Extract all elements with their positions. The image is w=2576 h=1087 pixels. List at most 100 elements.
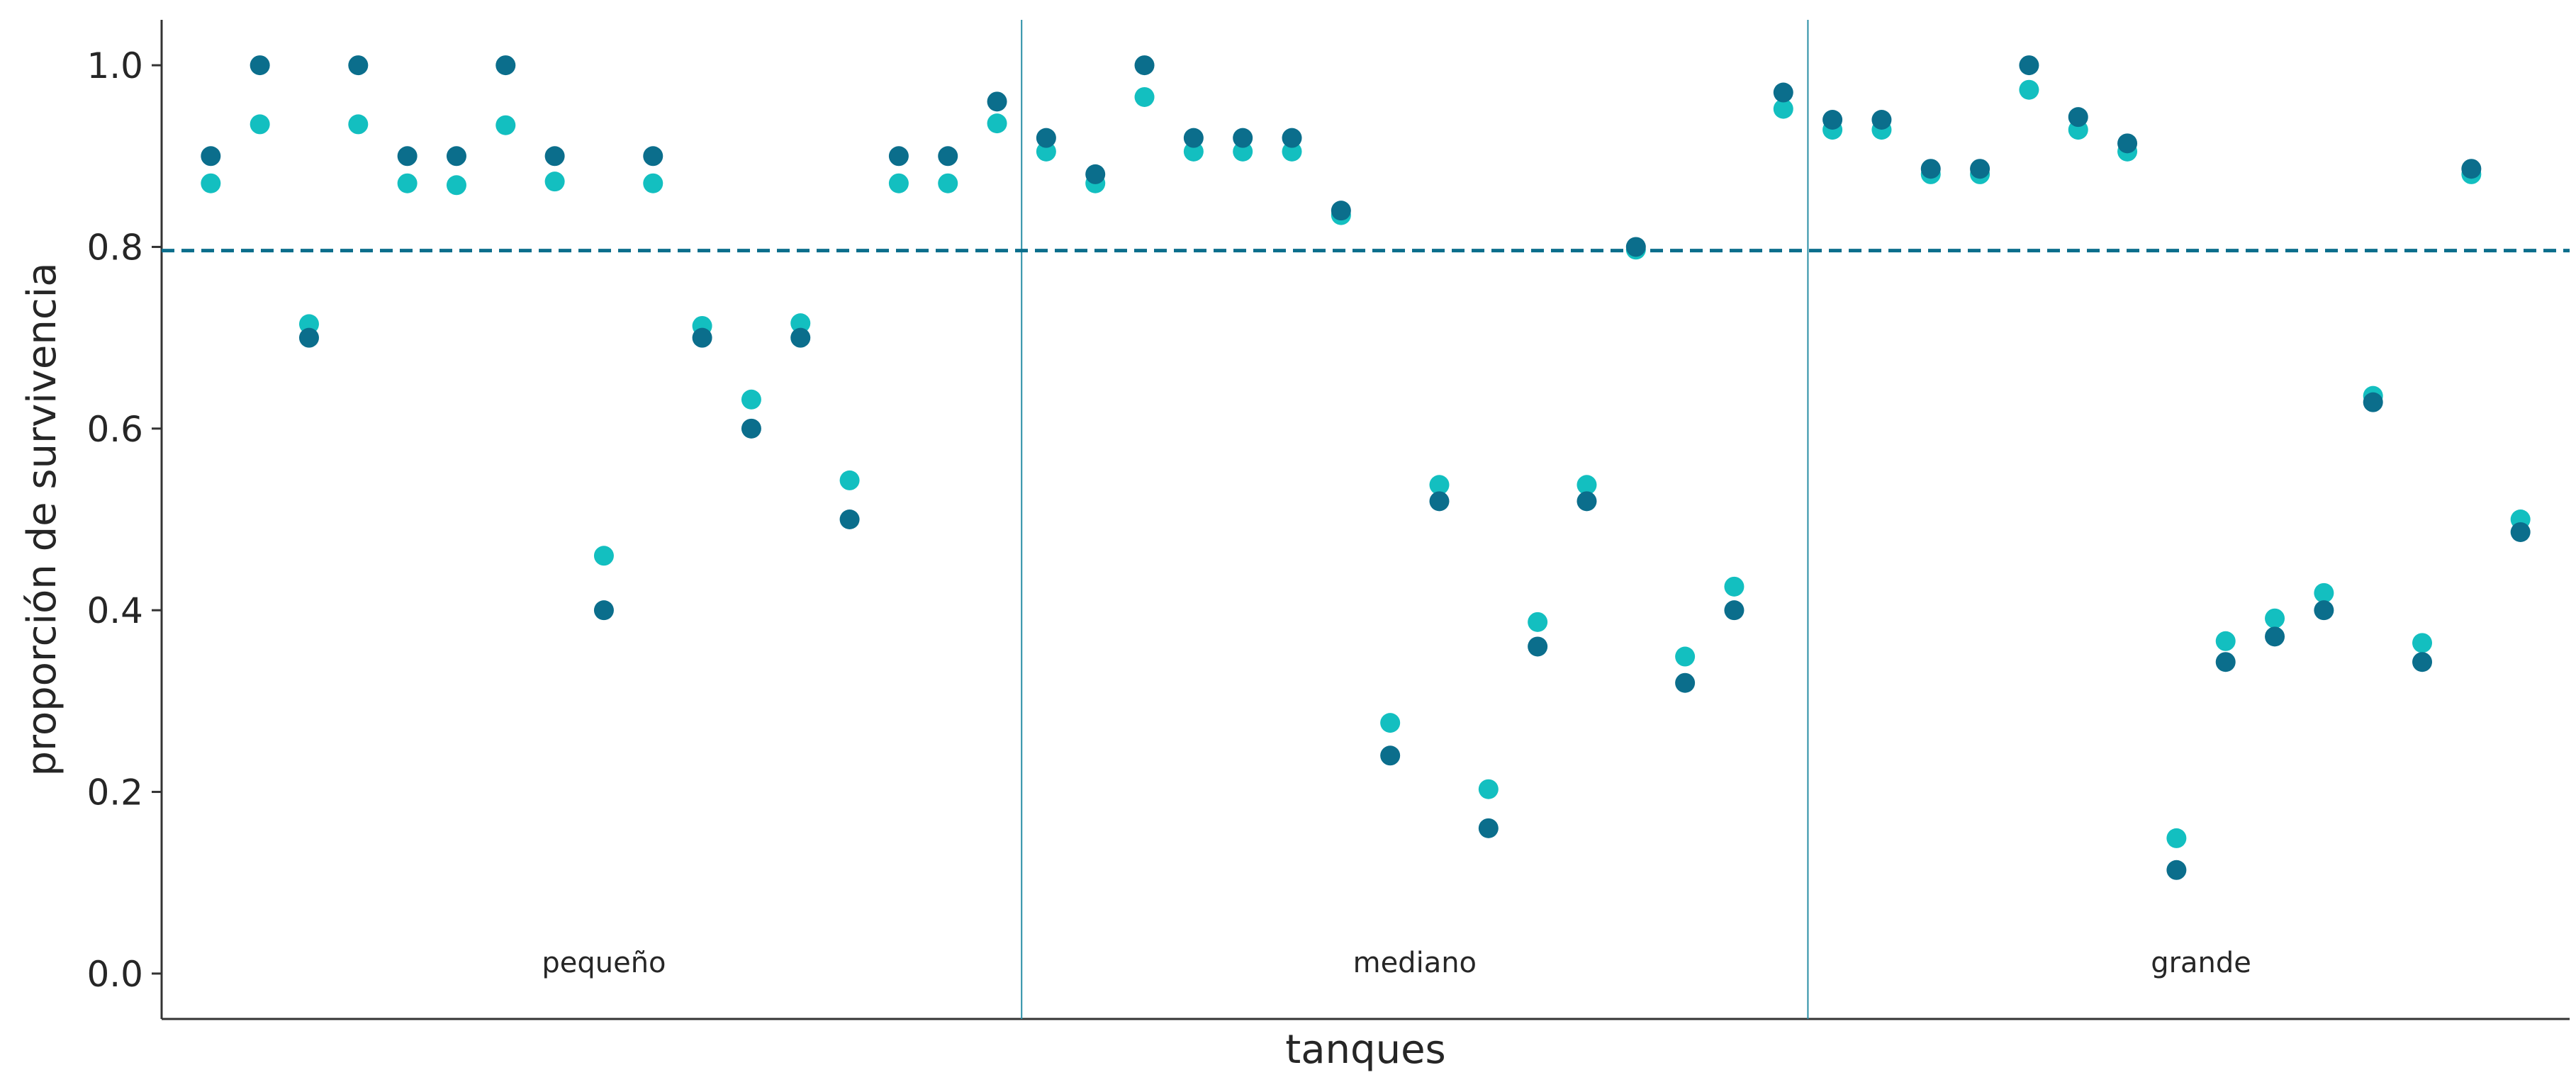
data-point: [1528, 612, 1548, 632]
data-point: [741, 418, 761, 439]
data-point: [1625, 237, 1646, 257]
data-point: [2412, 633, 2433, 653]
data-point: [2265, 608, 2285, 629]
y-tick-label: 0.2: [86, 772, 143, 813]
data-point: [1577, 475, 1597, 495]
data-point: [938, 146, 958, 167]
data-point: [2314, 600, 2334, 621]
data-point: [397, 173, 418, 193]
data-point: [446, 146, 466, 167]
data-point: [1773, 98, 1793, 119]
data-point: [1920, 159, 1941, 179]
data-point: [1036, 141, 1056, 162]
data-point: [1233, 128, 1253, 148]
data-point: [790, 313, 811, 334]
data-point: [2461, 159, 2482, 179]
data-point: [1822, 110, 1843, 130]
group-label: grande: [2151, 947, 2251, 979]
data-point: [1380, 745, 1401, 766]
group-separators: [1021, 20, 1809, 1019]
data-point: [348, 55, 369, 76]
data-point: [2412, 652, 2433, 672]
data-point: [888, 173, 909, 193]
data-point: [1134, 86, 1155, 107]
data-point: [250, 114, 270, 135]
data-point: [938, 173, 958, 193]
y-tick-label: 0.8: [86, 227, 143, 268]
data-point: [2166, 828, 2187, 848]
data-point: [298, 327, 319, 348]
data-point: [201, 173, 221, 193]
data-points: [201, 55, 2531, 880]
data-point: [839, 509, 860, 529]
data-point: [1233, 141, 1253, 162]
data-point: [2314, 582, 2334, 603]
data-point: [201, 146, 221, 167]
data-point: [250, 55, 270, 76]
y-tick-label: 1.0: [86, 45, 143, 86]
group-labels: pequeño mediano grande: [542, 947, 2251, 979]
data-point: [1871, 110, 1892, 130]
data-point: [643, 146, 663, 167]
data-point: [495, 115, 516, 135]
data-point: [1429, 475, 1450, 495]
data-point: [1380, 713, 1401, 733]
data-point: [544, 146, 565, 167]
data-point: [1970, 159, 1990, 179]
data-point: [1085, 164, 1106, 184]
data-point: [1478, 818, 1499, 838]
data-point: [446, 175, 466, 196]
data-point: [1773, 82, 1793, 103]
data-point: [348, 114, 369, 135]
data-point: [2166, 860, 2187, 880]
data-point: [692, 327, 712, 348]
data-point: [1429, 491, 1450, 512]
data-point: [987, 91, 1007, 112]
data-point: [2019, 79, 2039, 100]
data-point: [2117, 133, 2138, 154]
data-point: [2363, 392, 2383, 412]
data-point: [298, 314, 319, 334]
data-point: [1331, 201, 1351, 221]
data-point: [1478, 779, 1499, 799]
data-point: [1183, 141, 1204, 162]
data-point: [544, 171, 565, 192]
y-tick-label: 0.6: [86, 409, 143, 450]
data-point: [741, 389, 761, 410]
data-point: [397, 146, 418, 167]
data-point: [1577, 491, 1597, 512]
data-point: [593, 546, 614, 566]
data-point: [1183, 128, 1204, 148]
data-point: [1282, 141, 1302, 162]
data-point: [1036, 128, 1056, 148]
group-label: mediano: [1353, 947, 1477, 979]
data-point: [2215, 631, 2236, 651]
data-point: [1282, 128, 1302, 148]
data-point: [1675, 672, 1696, 693]
axes: [160, 20, 2570, 1020]
data-point: [1724, 600, 1745, 621]
y-axis-title: proporción de survivencia: [19, 262, 65, 776]
data-point: [2265, 626, 2285, 647]
data-point: [1528, 636, 1548, 657]
data-point: [495, 55, 516, 76]
data-point: [1724, 576, 1745, 597]
data-point: [839, 470, 860, 490]
data-point: [987, 113, 1007, 134]
data-point: [643, 173, 663, 193]
data-point: [1134, 55, 1155, 76]
data-point: [2215, 652, 2236, 672]
y-tick-label: 0.0: [86, 954, 143, 995]
y-ticks: 0.0 0.2 0.4 0.6 0.8 1.0: [86, 45, 162, 995]
data-point: [1675, 646, 1696, 667]
data-point: [790, 327, 811, 348]
data-point: [888, 146, 909, 167]
group-label: pequeño: [542, 947, 666, 979]
x-axis-title: tanques: [1285, 1027, 1445, 1073]
data-point: [2510, 522, 2531, 542]
data-point: [2019, 55, 2039, 76]
data-point: [2068, 107, 2088, 128]
y-tick-label: 0.4: [86, 590, 143, 631]
data-point: [593, 600, 614, 621]
